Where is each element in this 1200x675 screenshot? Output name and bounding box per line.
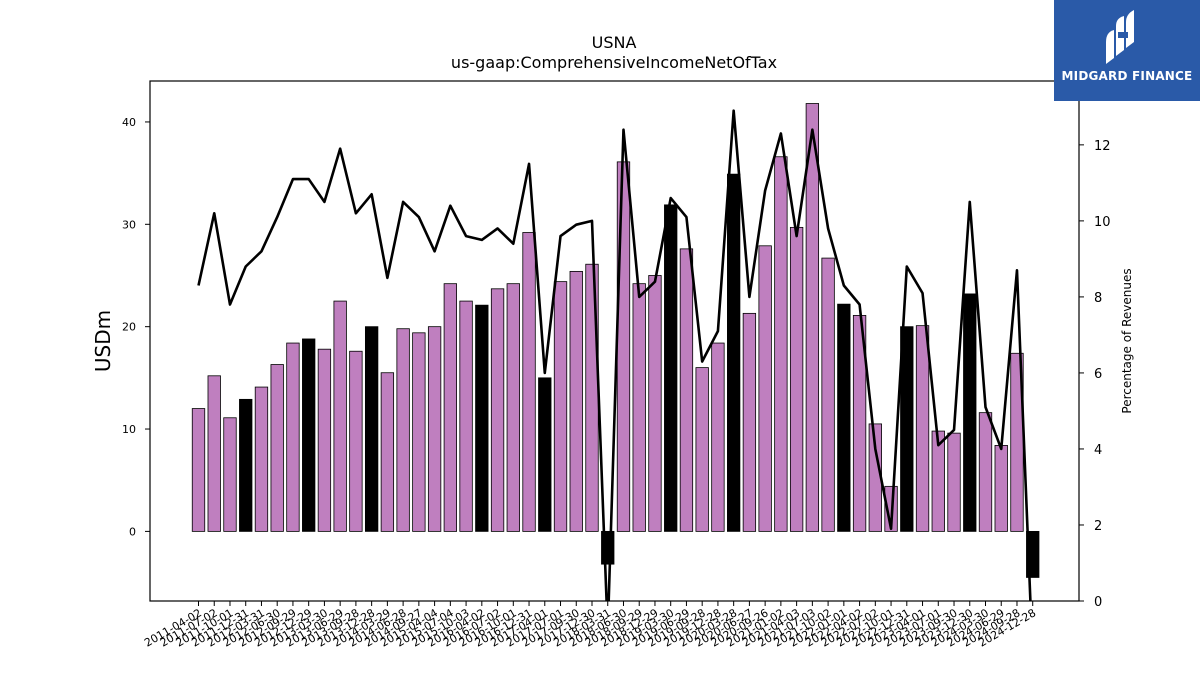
bar xyxy=(364,326,379,532)
bar xyxy=(207,375,221,532)
bar xyxy=(963,293,977,532)
chart-subtitle: us-gaap:ComprehensiveIncomeNetOfTax xyxy=(451,53,777,72)
bar xyxy=(616,161,631,532)
bar xyxy=(459,300,473,532)
y2-axis-label: Percentage of Revenues xyxy=(1120,268,1134,413)
bar xyxy=(191,408,206,532)
bar xyxy=(978,412,993,532)
bar xyxy=(648,275,662,532)
y2-tick-label: 2 xyxy=(1094,519,1102,534)
y-axis-label: USDm xyxy=(91,310,115,372)
bar xyxy=(270,364,284,532)
bar xyxy=(632,283,646,532)
bar xyxy=(254,386,269,532)
bar xyxy=(664,204,678,532)
bar xyxy=(396,328,410,532)
bar xyxy=(538,377,552,532)
bar xyxy=(742,312,757,532)
bar xyxy=(427,326,442,532)
left-axis-ticks: 0 10 20 30 40 xyxy=(122,116,150,538)
y2-tick-label: 4 xyxy=(1094,443,1102,458)
bar xyxy=(821,257,835,532)
bar xyxy=(931,430,945,532)
right-axis-ticks: 0 2 4 6 8 10 12 xyxy=(1079,139,1111,610)
bar xyxy=(915,325,930,532)
bar xyxy=(553,281,568,532)
y2-tick-label: 0 xyxy=(1094,595,1102,610)
bar xyxy=(317,348,332,532)
logo-mark-icon xyxy=(1106,10,1134,64)
bar xyxy=(947,432,961,532)
y2-tick-label: 12 xyxy=(1094,139,1111,154)
bar xyxy=(695,367,709,532)
chart-title: USNA xyxy=(592,33,637,52)
bar xyxy=(302,338,316,532)
bar xyxy=(805,103,820,532)
y2-tick-label: 8 xyxy=(1094,291,1102,306)
bar xyxy=(286,342,300,532)
bar xyxy=(522,232,536,532)
bar xyxy=(711,342,725,532)
bar xyxy=(789,226,804,532)
bar xyxy=(727,173,741,532)
bar xyxy=(239,398,253,532)
bar xyxy=(412,332,426,532)
y-tick-label: 30 xyxy=(122,218,136,231)
bar xyxy=(380,372,395,532)
y-tick-label: 40 xyxy=(122,116,136,129)
bar xyxy=(679,248,694,532)
bar-series xyxy=(191,103,1040,578)
percentage-line xyxy=(197,109,1032,601)
logo-text: MIDGARD FINANCE xyxy=(1061,69,1193,83)
bar xyxy=(475,304,489,532)
bar xyxy=(490,288,505,532)
bar xyxy=(223,417,237,532)
plot-frame xyxy=(149,80,1080,602)
bar xyxy=(774,156,788,532)
bar xyxy=(994,445,1008,532)
bar xyxy=(506,283,520,532)
bar xyxy=(349,350,363,532)
line-series xyxy=(197,109,1032,601)
bar xyxy=(333,300,347,532)
y2-tick-label: 10 xyxy=(1094,215,1111,230)
y2-tick-label: 6 xyxy=(1094,367,1102,382)
bar xyxy=(443,283,457,532)
bar xyxy=(758,245,772,532)
y-tick-label: 0 xyxy=(129,525,136,538)
bar xyxy=(900,326,914,532)
y-tick-label: 20 xyxy=(122,321,136,334)
bar xyxy=(569,270,583,532)
x-axis-ticks: 2011-04-022011-07-022011-10-012011-12-31… xyxy=(142,601,1038,650)
y-tick-label: 10 xyxy=(122,423,136,436)
brand-logo: MIDGARD FINANCE xyxy=(1054,0,1200,101)
bar xyxy=(837,303,851,532)
